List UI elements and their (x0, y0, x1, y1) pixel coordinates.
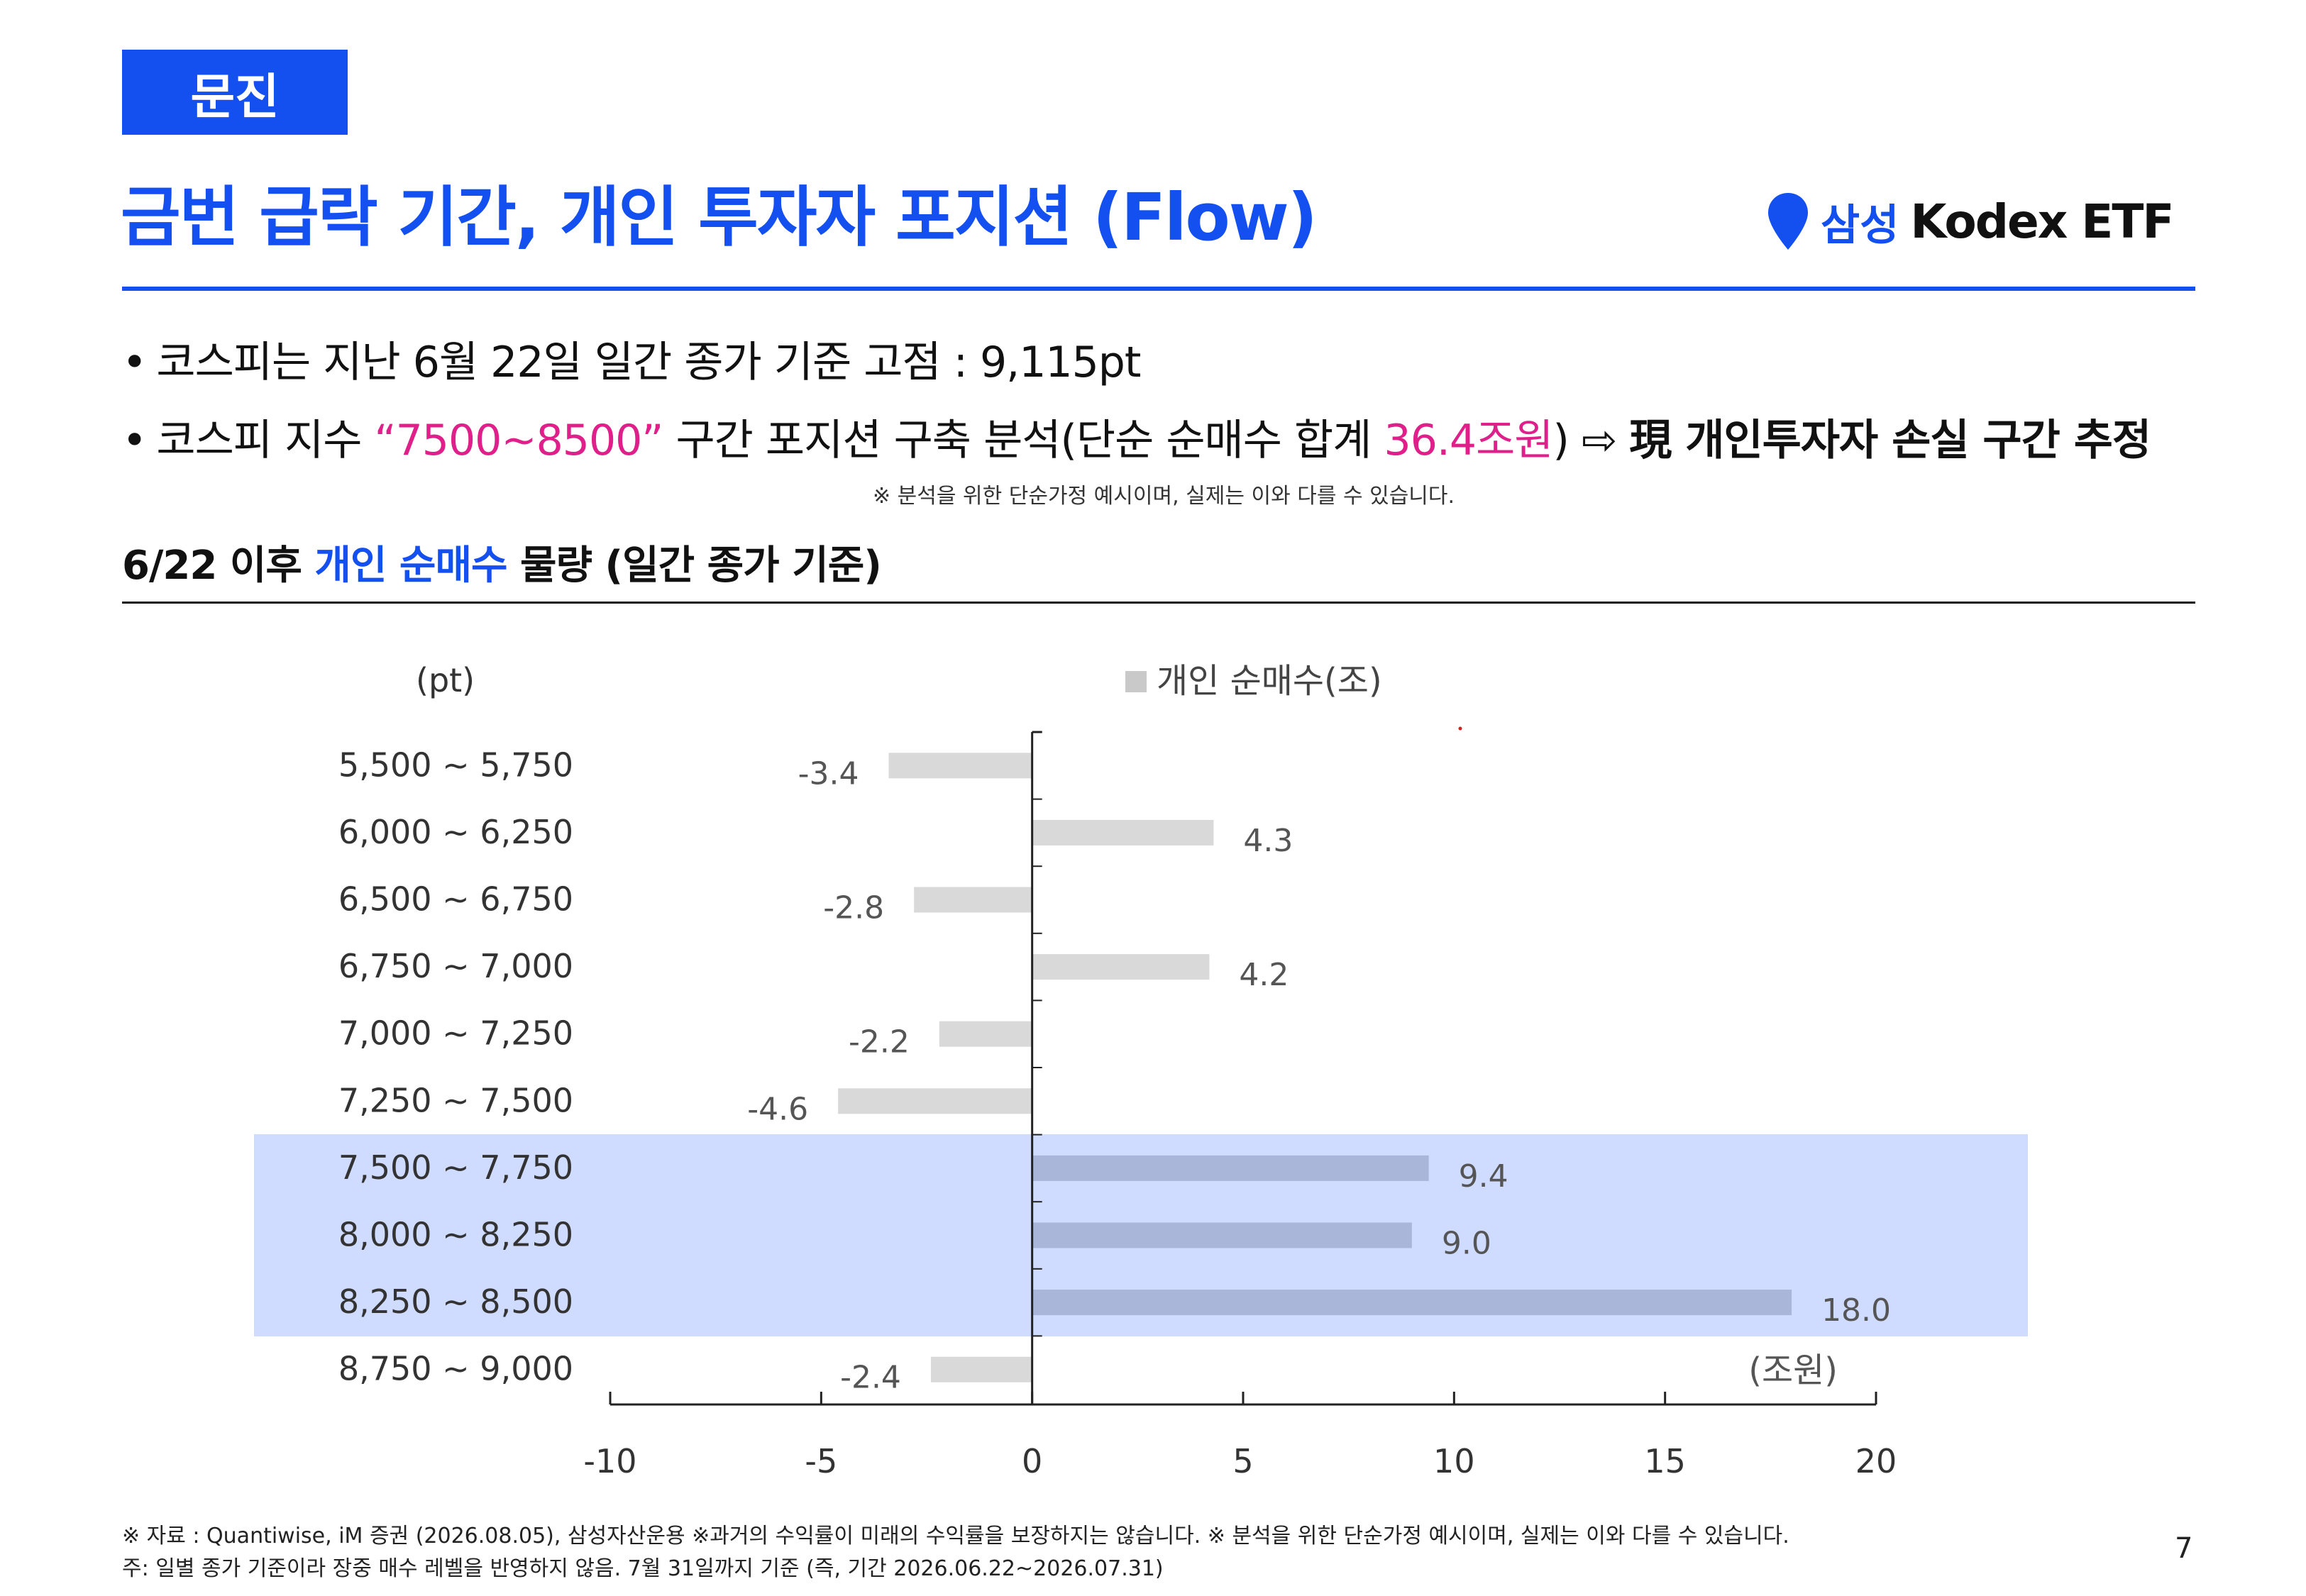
bar-6 (1032, 1155, 1429, 1181)
value-label-7: 9.0 (1442, 1226, 1491, 1262)
category-label-6: 7,500 ~ 7,750 (338, 1148, 573, 1187)
bullet-2-sum: 36.4조원 (1384, 416, 1554, 465)
bar-7 (1032, 1222, 1412, 1248)
title-divider (122, 287, 2195, 291)
value-label-9: -2.4 (840, 1360, 901, 1396)
legend-swatch (1125, 671, 1147, 692)
bar-3 (1032, 954, 1210, 980)
x-tick-label-2: 0 (1022, 1442, 1042, 1480)
brand-prefix: 삼성 (1821, 200, 1899, 250)
section-heading-highlight: 개인 순매수 (314, 543, 507, 589)
x-tick-label-6: 20 (1855, 1442, 1897, 1480)
footer-source: ※ 자료 : Quantiwise, iM 증권 (2026.08.05), 삼… (122, 1524, 1789, 1548)
disclaimer-note: ※ 분석을 위한 단순가정 예시이며, 실제는 이와 다를 수 있습니다. (873, 484, 1455, 509)
legend-label: 개인 순매수(조) (1157, 661, 1382, 701)
location-pin-icon (1768, 193, 1808, 250)
stray-dot (1458, 726, 1462, 731)
section-tag: 문진 (122, 50, 348, 135)
section-heading-prefix: 6/22 이후 (122, 543, 315, 589)
brand-logo: 삼성 Kodex ETF (1767, 186, 2174, 257)
section-divider (122, 602, 2195, 604)
bullet-2-part1: 코스피 지수 (156, 416, 375, 465)
value-label-4: -2.2 (849, 1024, 910, 1060)
y-unit-label: (pt) (416, 661, 475, 699)
bar-9 (930, 1356, 1032, 1382)
value-label-6: 9.4 (1459, 1158, 1508, 1195)
bullet-2-part2: 구간 포지션 구축 분석(단순 순매수 합계 (663, 416, 1384, 465)
value-label-3: 4.2 (1239, 957, 1289, 993)
value-label-2: -2.8 (823, 890, 884, 926)
category-label-7: 8,000 ~ 8,250 (338, 1216, 573, 1254)
section-heading: 6/22 이후 개인 순매수 물량 (일간 종가 기준) (122, 533, 882, 591)
section-heading-suffix: 물량 (일간 종가 기준) (507, 543, 882, 589)
value-label-0: -3.4 (798, 755, 859, 792)
x-tick-label-3: 5 (1232, 1442, 1253, 1480)
bar-5 (838, 1088, 1032, 1114)
bullet-1-text: 코스피는 지난 6월 22일 일간 종가 기준 고점 : 9,115pt (156, 338, 1141, 387)
x-unit-label: (조원) (1748, 1351, 1838, 1390)
category-label-0: 5,500 ~ 5,750 (338, 746, 573, 784)
category-label-4: 7,000 ~ 7,250 (338, 1014, 573, 1053)
page-number: 7 (2175, 1532, 2193, 1565)
bullet-2-part3: ) ⇨ (1552, 416, 1630, 465)
bar-2 (914, 887, 1032, 913)
category-label-5: 7,250 ~ 7,500 (338, 1081, 573, 1119)
x-tick-label-5: 15 (1644, 1442, 1686, 1480)
bar-8 (1032, 1290, 1792, 1316)
bar-0 (888, 753, 1032, 779)
x-tick-label-1: -5 (805, 1442, 837, 1480)
bullet-2: • 코스피 지수 “7500~8500” 구간 포지션 구축 분석(단순 순매수 … (122, 406, 2151, 467)
bullet-2-conclusion: 現 개인투자자 손실 구간 추정 (1629, 416, 2151, 465)
category-label-9: 8,750 ~ 9,000 (338, 1350, 573, 1388)
bullet-1: • 코스피는 지난 6월 22일 일간 종가 기준 고점 : 9,115pt (122, 328, 1141, 389)
category-label-8: 8,250 ~ 8,500 (338, 1282, 573, 1321)
bullet-dot: • (122, 416, 147, 465)
bullet-dot: • (122, 338, 147, 387)
bar-4 (939, 1021, 1032, 1047)
value-label-8: 18.0 (1821, 1292, 1891, 1329)
footer-note: 주: 일별 종가 기준이라 장중 매수 레벨을 반영하지 않음. 7월 31일까… (122, 1556, 1164, 1581)
bar-1 (1032, 819, 1214, 846)
value-label-5: -4.6 (747, 1091, 808, 1127)
category-label-3: 6,750 ~ 7,000 (338, 947, 573, 985)
brand-name: Kodex ETF (1910, 194, 2174, 249)
page-title: 금번 급락 기간, 개인 투자자 포지션 (Flow) (121, 179, 1318, 255)
category-label-1: 6,000 ~ 6,250 (338, 813, 573, 851)
bullet-2-range: “7500~8500” (374, 416, 664, 465)
category-label-2: 6,500 ~ 6,750 (338, 880, 573, 919)
x-tick-label-0: -10 (583, 1442, 636, 1480)
value-label-1: 4.3 (1243, 823, 1293, 859)
x-tick-label-4: 10 (1433, 1442, 1475, 1480)
